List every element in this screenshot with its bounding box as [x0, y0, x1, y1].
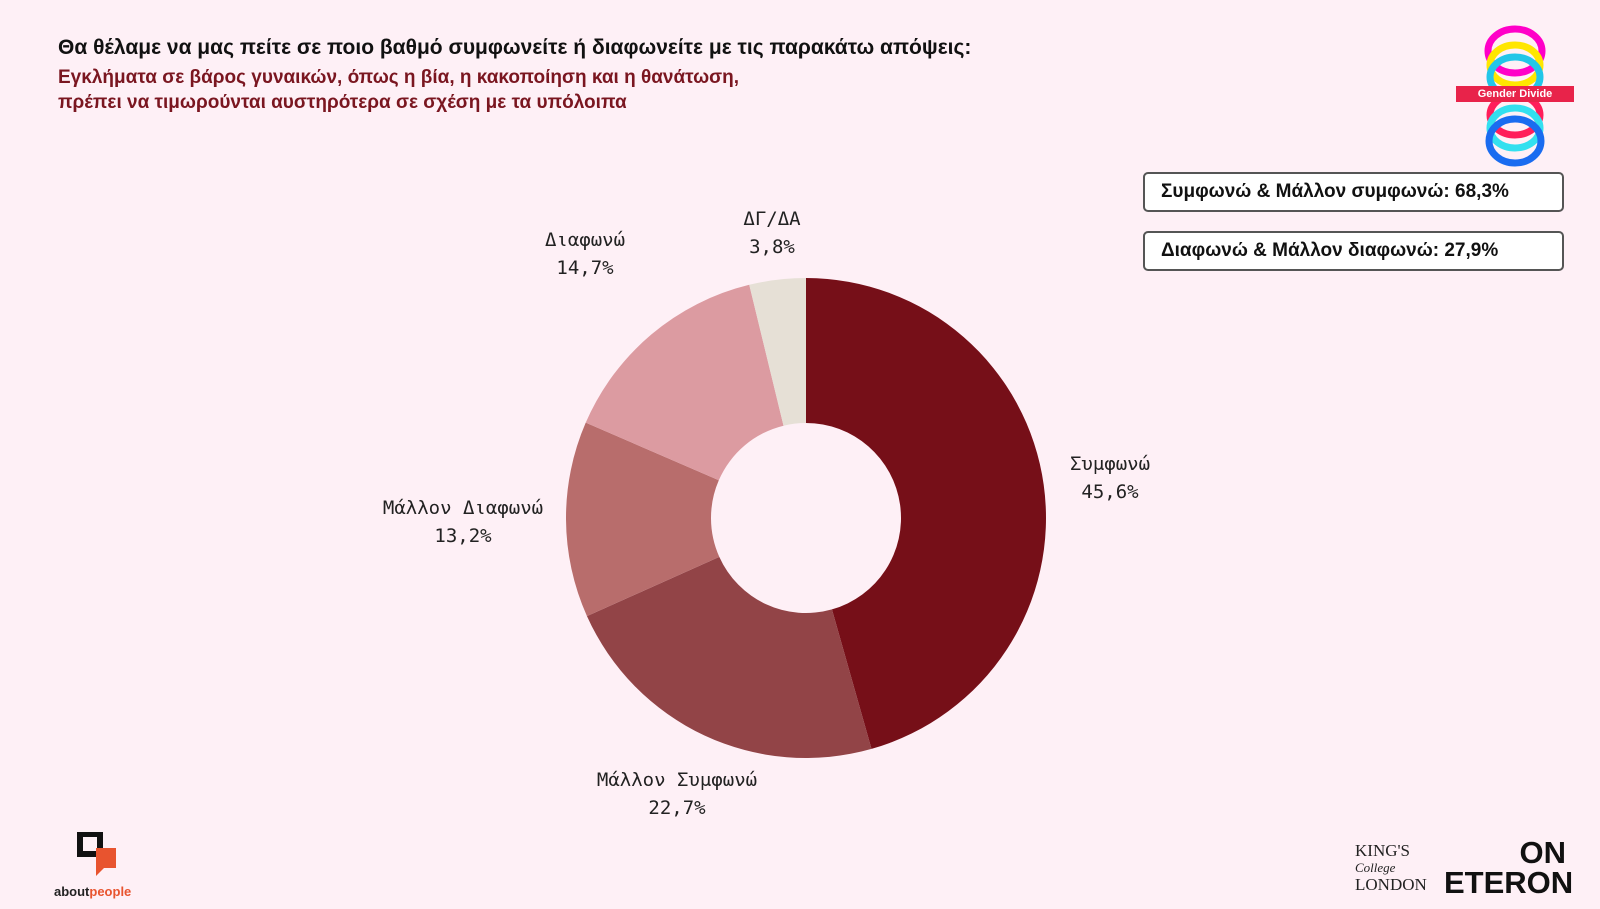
kings-line-2: College	[1355, 860, 1396, 875]
slice-category-label: Συμφωνώ	[1070, 453, 1150, 475]
gender-divide-label: Gender Divide	[1456, 86, 1574, 102]
eteron-logo: ON ETERON	[1444, 835, 1574, 900]
slice-3	[566, 422, 720, 617]
disagree-total-box: Διαφωνώ & Μάλλον διαφωνώ: 27,9%	[1143, 231, 1564, 271]
slice-category-label: Μάλλον Διαφωνώ	[383, 497, 543, 519]
aboutpeople-people-text: people	[89, 884, 132, 899]
eteron-line-2: ETERON	[1444, 865, 1574, 900]
agree-total-box: Συμφωνώ & Μάλλον συμφωνώ: 68,3%	[1143, 172, 1564, 212]
kings-line-1: KING'S	[1355, 841, 1411, 860]
slice-value-label: 14,7%	[556, 257, 614, 279]
slice-value-label: 13,2%	[434, 525, 492, 547]
slice-4	[585, 284, 784, 481]
question-text-line-2: πρέπει να τιμωρούνται αυστηρότερα σε σχέ…	[58, 92, 627, 113]
slice-category-label: Μάλλον Συμφωνώ	[597, 769, 757, 791]
agree-total-label: Συμφωνώ & Μάλλον συμφωνώ: 68,3%	[1161, 181, 1509, 202]
slice-value-label: 22,7%	[648, 797, 706, 819]
disagree-total-label: Διαφωνώ & Μάλλον διαφωνώ: 27,9%	[1161, 240, 1499, 261]
aboutpeople-logo-mark	[77, 832, 116, 876]
slice-2	[586, 556, 872, 758]
kings-college-logo: KING'S College LONDON	[1355, 842, 1433, 893]
aboutpeople-logo-text: aboutpeople	[54, 884, 131, 899]
aboutpeople-about-text: about	[54, 884, 90, 899]
slice-5	[749, 278, 806, 426]
slice-category-label: ΔΓ/ΔΑ	[743, 208, 801, 230]
slice-category-label: Διαφωνώ	[545, 229, 625, 251]
eteron-line-1: ON	[1519, 835, 1567, 870]
page-title: Θα θέλαμε να μας πείτε σε ποιο βαθμό συμ…	[58, 36, 972, 59]
slice-1	[806, 278, 1047, 749]
slice-value-label: 45,6%	[1081, 481, 1139, 503]
slice-value-label: 3,8%	[749, 236, 795, 258]
kings-line-3: LONDON	[1355, 875, 1427, 894]
question-text-line-1: Εγκλήματα σε βάρος γυναικών, όπως η βία,…	[58, 67, 740, 88]
